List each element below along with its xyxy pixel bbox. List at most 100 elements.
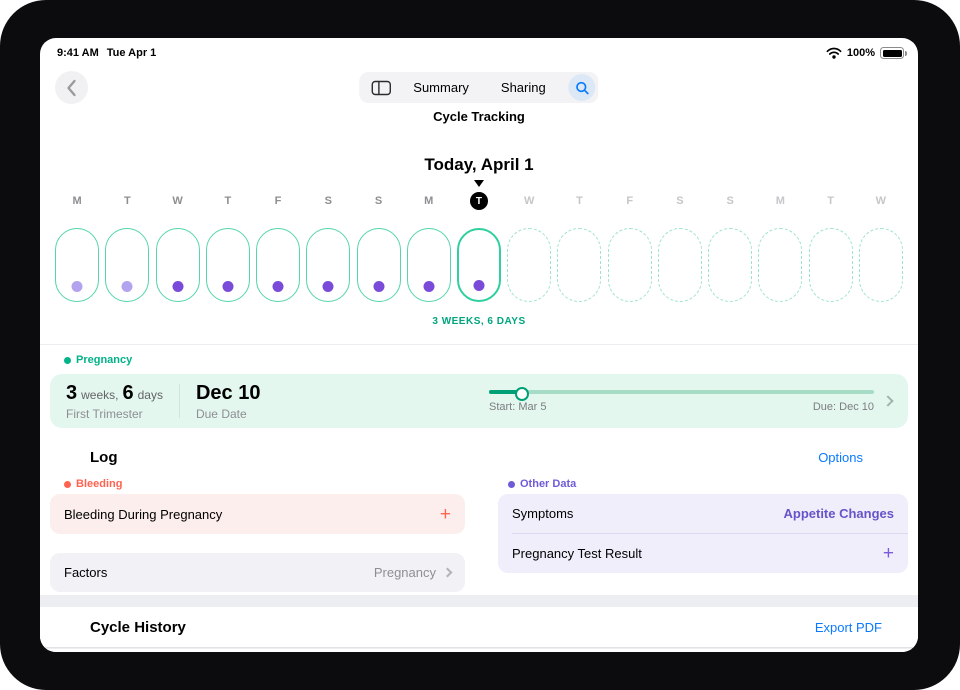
day-cell[interactable]: T — [806, 192, 856, 302]
day-letter: W — [875, 195, 887, 207]
log-dot — [172, 281, 184, 292]
day-oval[interactable] — [808, 228, 853, 302]
today-pointer-icon — [474, 180, 484, 187]
status-time: 9:41 AM — [57, 47, 99, 59]
day-cell[interactable]: M — [52, 192, 102, 302]
day-oval[interactable] — [456, 228, 501, 302]
log-dot — [473, 280, 485, 291]
tab-sharing[interactable]: Sharing — [485, 72, 562, 103]
tab-summary[interactable]: Summary — [397, 72, 485, 103]
bleeding-dot-icon — [64, 480, 71, 488]
cycle-history-header: Cycle History Export PDF — [40, 607, 918, 648]
factors-value: Pregnancy — [373, 565, 436, 580]
day-oval[interactable] — [356, 228, 401, 302]
progress-due-label: Due: Dec 10 — [812, 400, 874, 413]
weeks-unit: weeks, — [81, 387, 119, 402]
symptoms-value: Appetite Changes — [783, 506, 894, 521]
battery-icon — [880, 47, 907, 59]
factors-label: Factors — [64, 565, 108, 580]
day-oval[interactable] — [657, 228, 702, 302]
day-cell[interactable]: F — [253, 192, 303, 302]
day-oval[interactable] — [858, 228, 903, 302]
day-oval[interactable] — [607, 228, 652, 302]
bleeding-item-label: Bleeding During Pregnancy — [64, 506, 223, 522]
other-data-dot-icon — [508, 480, 515, 488]
nav-bar: Summary Sharing — [40, 64, 918, 114]
symptoms-row[interactable]: Symptoms Appetite Changes — [498, 494, 908, 533]
day-letter: T — [123, 195, 131, 207]
chevron-right-icon — [882, 395, 894, 407]
log-dot — [222, 281, 234, 292]
day-cell[interactable]: W — [856, 192, 906, 302]
day-oval[interactable] — [557, 228, 602, 302]
log-dot — [71, 281, 83, 292]
day-oval[interactable] — [155, 228, 200, 302]
section-divider — [40, 344, 918, 345]
day-letter: W — [172, 195, 183, 207]
pregnancy-card[interactable]: 3 weeks, 6 days First Trimester Dec 10 D… — [50, 374, 908, 428]
day-cell[interactable]: M — [404, 192, 454, 302]
wifi-icon — [826, 47, 842, 59]
day-cell[interactable]: T — [454, 192, 504, 302]
day-letter: F — [274, 195, 282, 207]
day-letter: M — [72, 195, 82, 207]
cycle-history-heading: Cycle History — [90, 618, 186, 636]
export-pdf-button[interactable]: Export PDF — [814, 619, 882, 635]
pregnancy-progress: Start: Mar 5 Due: Dec 10 — [489, 386, 874, 413]
cycle-timeline: M T W T F S S M T W T F S S M T W 3 WEEKS, 6 DAYS — [40, 178, 918, 338]
day-letter: S — [374, 195, 383, 207]
day-letter: T — [827, 195, 834, 207]
trimester-label: First Trimester — [66, 406, 143, 421]
day-oval[interactable] — [55, 228, 100, 302]
bleeding-section-text: Bleeding — [76, 478, 123, 490]
day-cell[interactable]: S — [303, 192, 353, 302]
symptoms-label: Symptoms — [512, 506, 574, 521]
factors-card[interactable]: Factors Pregnancy — [50, 553, 465, 592]
weeks-value: 3 — [66, 381, 78, 404]
day-cell[interactable]: F — [605, 192, 655, 302]
pregnancy-test-row[interactable]: Pregnancy Test Result + — [498, 534, 908, 573]
pregnancy-test-label: Pregnancy Test Result — [512, 546, 642, 561]
pregnancy-section-text: Pregnancy — [76, 354, 133, 366]
log-dot — [121, 281, 133, 292]
add-test-result-button[interactable]: + — [882, 543, 894, 564]
other-data-card: Symptoms Appetite Changes Pregnancy Test… — [498, 494, 908, 573]
due-date-value: Dec 10 — [195, 381, 261, 404]
search-icon — [576, 81, 589, 94]
day-cell[interactable]: T — [102, 192, 152, 302]
day-cell[interactable]: M — [755, 192, 805, 302]
pregnancy-section-label: Pregnancy — [64, 354, 132, 366]
day-cell[interactable]: S — [655, 192, 705, 302]
due-date-block: Dec 10 Due Date — [196, 382, 261, 421]
day-letter: T — [224, 195, 232, 207]
sidebar-toggle-button[interactable] — [371, 80, 391, 96]
day-letter: F — [626, 195, 634, 207]
add-bleeding-button[interactable]: + — [439, 503, 451, 525]
day-oval[interactable] — [758, 228, 803, 302]
day-cell[interactable]: W — [152, 192, 202, 302]
day-cell[interactable]: T — [554, 192, 604, 302]
day-oval[interactable] — [507, 228, 552, 302]
day-oval[interactable] — [105, 228, 150, 302]
day-oval[interactable] — [256, 228, 301, 302]
search-button[interactable] — [568, 74, 596, 101]
back-button[interactable] — [55, 71, 88, 104]
bleeding-card[interactable]: Bleeding During Pregnancy + — [50, 494, 465, 534]
options-button[interactable]: Options — [818, 450, 863, 465]
row-divider — [512, 533, 908, 534]
cycle-history-section: Cycle History Export PDF — [40, 595, 918, 652]
day-cell[interactable]: W — [504, 192, 554, 302]
other-data-section-text: Other Data — [520, 478, 577, 490]
bleeding-section-label: Bleeding — [64, 478, 122, 490]
day-oval[interactable] — [205, 228, 250, 302]
day-cell[interactable]: S — [353, 192, 403, 302]
day-cell[interactable]: S — [705, 192, 755, 302]
day-cell[interactable]: T — [203, 192, 253, 302]
day-oval[interactable] — [306, 228, 351, 302]
status-date: Tue Apr 1 — [106, 47, 157, 59]
day-oval[interactable] — [406, 228, 451, 302]
day-oval[interactable] — [708, 228, 753, 302]
screen: 9:41 AM Tue Apr 1 100% — [40, 38, 918, 652]
